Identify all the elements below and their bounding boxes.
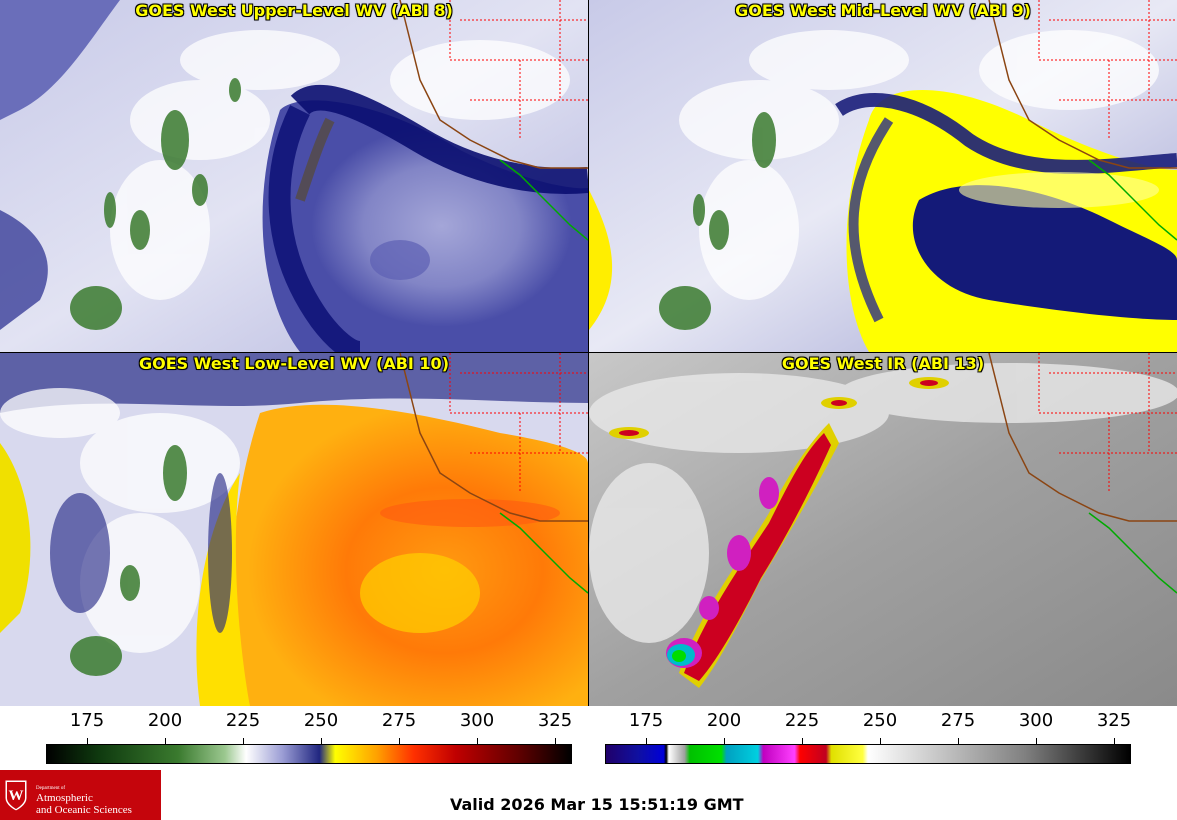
tick-mark	[165, 738, 166, 744]
svg-text:W: W	[9, 788, 24, 804]
tick-label: 275	[381, 710, 417, 731]
logo-line-oceanic: and Oceanic Sciences	[36, 804, 132, 816]
tick-mark	[802, 738, 803, 744]
tick-mark	[880, 738, 881, 744]
colorbar-wv: 175 200 225 250 275 300 325	[46, 710, 572, 766]
tick-label: 300	[459, 710, 495, 731]
tick-label: 325	[537, 710, 573, 731]
tick-label: 250	[862, 710, 898, 731]
tick-mark	[555, 738, 556, 744]
panel-title: GOES West Upper-Level WV (ABI 8)	[135, 1, 453, 20]
tick-mark	[399, 738, 400, 744]
uw-aos-logo: W Department of Atmospheric and Oceanic …	[0, 770, 161, 820]
panel-upper-level-wv: GOES West Upper-Level WV (ABI 8)	[0, 0, 588, 352]
tick-mark	[958, 738, 959, 744]
panel-divider-vertical	[588, 0, 589, 706]
panel-title: GOES West Mid-Level WV (ABI 9)	[735, 1, 1031, 20]
colorbar-ir-gradient	[605, 744, 1131, 764]
panel-mid-level-wv: GOES West Mid-Level WV (ABI 9)	[589, 0, 1177, 352]
tick-label: 325	[1096, 710, 1132, 731]
logo-line-atmospheric: Atmospheric	[36, 792, 93, 804]
panel-title: GOES West IR (ABI 13)	[781, 354, 985, 373]
tick-mark	[243, 738, 244, 744]
uw-crest-icon: W	[4, 779, 28, 812]
panel-ir: GOES West IR (ABI 13)	[589, 353, 1177, 706]
tick-label: 200	[147, 710, 183, 731]
tick-label: 300	[1018, 710, 1054, 731]
tick-label: 275	[940, 710, 976, 731]
tick-label: 175	[628, 710, 664, 731]
logo-department-text: Department of	[36, 786, 66, 791]
ir-image	[589, 353, 1177, 706]
colorbar-wv-gradient	[46, 744, 572, 764]
panel-title: GOES West Low-Level WV (ABI 10)	[138, 354, 449, 373]
panel-low-level-wv: GOES West Low-Level WV (ABI 10)	[0, 353, 588, 706]
upper-level-wv-image	[0, 0, 588, 352]
tick-mark	[87, 738, 88, 744]
colorbar-ir: 175 200 225 250 275 300 325	[605, 710, 1131, 766]
tick-mark	[646, 738, 647, 744]
tick-label: 175	[69, 710, 105, 731]
tick-label: 250	[303, 710, 339, 731]
tick-label: 200	[706, 710, 742, 731]
tick-mark	[1036, 738, 1037, 744]
tick-label: 225	[225, 710, 261, 731]
tick-label: 225	[784, 710, 820, 731]
mid-level-wv-image	[589, 0, 1177, 352]
tick-mark	[321, 738, 322, 744]
logo-name-text: Atmospheric and Oceanic Sciences	[36, 792, 132, 816]
valid-time: Valid 2026 Mar 15 15:51:19 GMT	[450, 795, 744, 814]
panel-divider-horizontal	[0, 352, 1177, 353]
tick-mark	[477, 738, 478, 744]
tick-mark	[1114, 738, 1115, 744]
low-level-wv-image	[0, 353, 588, 706]
tick-mark	[724, 738, 725, 744]
